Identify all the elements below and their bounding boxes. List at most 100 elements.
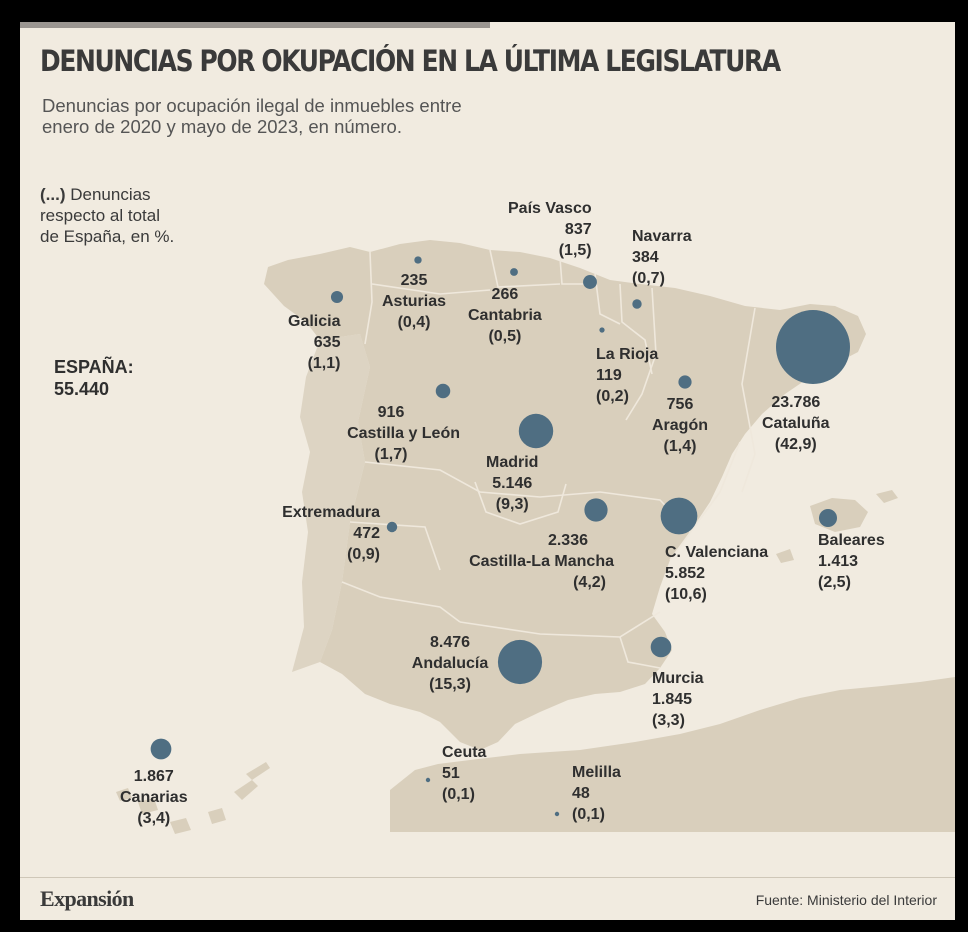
- region-name: Canarias: [120, 789, 188, 806]
- label-galicia: Galicia 635 (1,1): [288, 311, 340, 374]
- region-value: 51: [442, 765, 460, 782]
- expansion-logo: Expansión: [40, 886, 134, 911]
- region-pct: (2,5): [818, 574, 851, 591]
- region-value: 1.845: [652, 691, 693, 708]
- region-name: C. Valenciana: [665, 544, 769, 561]
- region-name: Murcia: [652, 670, 704, 687]
- spain-total-value: 55.440: [54, 379, 110, 399]
- canarias-island-2: [138, 798, 158, 814]
- label-ceuta: Ceuta 51 (0,1): [442, 742, 486, 805]
- region-value: 23.786: [771, 394, 821, 411]
- region-value: 635: [313, 334, 341, 351]
- canarias-island-6: [246, 762, 270, 780]
- region-name: Melilla: [572, 764, 621, 781]
- bubble-andalucia: [497, 639, 543, 685]
- baleares-ibiza: [776, 549, 794, 563]
- region-name: Aragón: [652, 417, 708, 434]
- label-baleares: Baleares 1.413 (2,5): [818, 530, 885, 593]
- region-pct: (4,2): [573, 574, 606, 591]
- region-value: 119: [596, 367, 622, 384]
- region-value: 756: [666, 396, 694, 413]
- legend: (...) Denuncias respecto al total de Esp…: [40, 184, 250, 247]
- canarias-island-1: [116, 788, 132, 801]
- legend-marker: (...): [40, 185, 66, 204]
- top-accent-bar: [20, 22, 490, 28]
- region-name: Cataluña: [762, 415, 830, 432]
- bubble-madrid: [518, 413, 554, 449]
- bubble-cataluna: [776, 310, 850, 384]
- region-pct: (15,3): [429, 676, 471, 693]
- spain-total: ESPAÑA: 55.440: [54, 356, 134, 400]
- bubble-la-rioja: [599, 327, 605, 333]
- region-value: 5.146: [492, 475, 533, 492]
- label-cataluna: 23.786 Cataluña (42,9): [762, 392, 830, 455]
- bubble-pais-vasco: [583, 275, 597, 289]
- region-name: Baleares: [818, 532, 885, 549]
- region-value: 1.867: [133, 768, 174, 785]
- spain-map: [116, 240, 955, 834]
- region-name: Ceuta: [442, 744, 487, 761]
- region-value: 8.476: [429, 634, 471, 651]
- portugal-landmass: [292, 334, 370, 672]
- region-pct: (1,4): [663, 438, 697, 455]
- region-pct: (0,4): [397, 314, 431, 331]
- label-aragon: 756 Aragón (1,4): [652, 394, 708, 457]
- region-name: Galicia: [288, 313, 341, 330]
- bubble-extremadura: [386, 521, 398, 533]
- label-murcia: Murcia 1.845 (3,3): [652, 668, 704, 731]
- label-extremadura: Extremadura 472 (0,9): [260, 502, 380, 565]
- north-africa-landmass: [390, 677, 955, 832]
- subtitle-line-2: enero de 2020 y mayo de 2023, en número.: [42, 116, 402, 137]
- bubble-melilla: [554, 811, 560, 817]
- infographic-title: DENUNCIAS POR OKUPACIÓN EN LA ÚLTIMA LEG…: [40, 44, 781, 78]
- infographic-card: DENUNCIAS POR OKUPACIÓN EN LA ÚLTIMA LEG…: [20, 22, 955, 920]
- label-canarias: 1.867 Canarias (3,4): [120, 766, 188, 829]
- bubble-cantabria: [510, 268, 518, 276]
- label-navarra: Navarra 384 (0,7): [632, 226, 692, 289]
- bubble-asturias: [414, 256, 422, 264]
- region-pct: (0,2): [596, 388, 629, 405]
- region-pct: (1,1): [307, 355, 341, 372]
- legend-text-1: Denuncias: [65, 185, 151, 204]
- region-name: Castilla-La Mancha: [469, 553, 614, 570]
- region-name: Madrid: [486, 454, 539, 471]
- region-pct: (9,3): [495, 496, 529, 513]
- label-asturias: 235 Asturias (0,4): [382, 270, 446, 333]
- source-note: Fuente: Ministerio del Interior: [755, 892, 937, 908]
- canarias-island-4: [208, 808, 226, 824]
- label-melilla: Melilla 48 (0,1): [572, 762, 621, 825]
- region-name: País Vasco: [508, 200, 592, 217]
- canarias-island-5: [234, 780, 258, 800]
- region-value: 1.413: [818, 553, 859, 570]
- label-madrid: Madrid 5.146 (9,3): [486, 452, 538, 515]
- region-pct: (0,5): [488, 328, 522, 345]
- region-pct: (0,9): [347, 546, 380, 563]
- region-value: 472: [353, 525, 380, 542]
- region-name: Cantabria: [468, 307, 542, 324]
- region-borders: [341, 249, 756, 669]
- region-pct: (42,9): [774, 436, 817, 453]
- region-value: 235: [400, 272, 428, 289]
- label-pais-vasco: País Vasco 837 (1,5): [508, 198, 592, 261]
- region-name: Castilla y León: [347, 425, 460, 442]
- infographic-subtitle: Denuncias por ocupación ilegal de inmueb…: [42, 95, 602, 137]
- canarias-island-3: [170, 818, 191, 834]
- legend-text-2: respecto al total: [40, 206, 161, 225]
- label-castilla-la-mancha: 2.336 Castilla-La Mancha (4,2): [438, 530, 614, 593]
- region-pct: (0,7): [632, 270, 665, 287]
- label-cantabria: 266 Cantabria (0,5): [468, 284, 542, 347]
- bubble-murcia: [650, 636, 672, 658]
- region-name: Asturias: [382, 293, 447, 310]
- spain-total-label: ESPAÑA:: [54, 357, 134, 377]
- region-pct: (3,3): [652, 712, 685, 729]
- region-pct: (1,7): [374, 446, 408, 463]
- subtitle-line-1: Denuncias por ocupación ilegal de inmueb…: [42, 95, 462, 116]
- region-pct: (1,5): [558, 242, 592, 259]
- footer-divider: [20, 877, 955, 878]
- region-value: 5.852: [665, 565, 706, 582]
- region-value: 837: [564, 221, 592, 238]
- region-value: 48: [572, 785, 590, 802]
- region-pct: (0,1): [572, 806, 605, 823]
- region-pct: (10,6): [665, 586, 707, 603]
- region-value: 2.336: [547, 532, 588, 549]
